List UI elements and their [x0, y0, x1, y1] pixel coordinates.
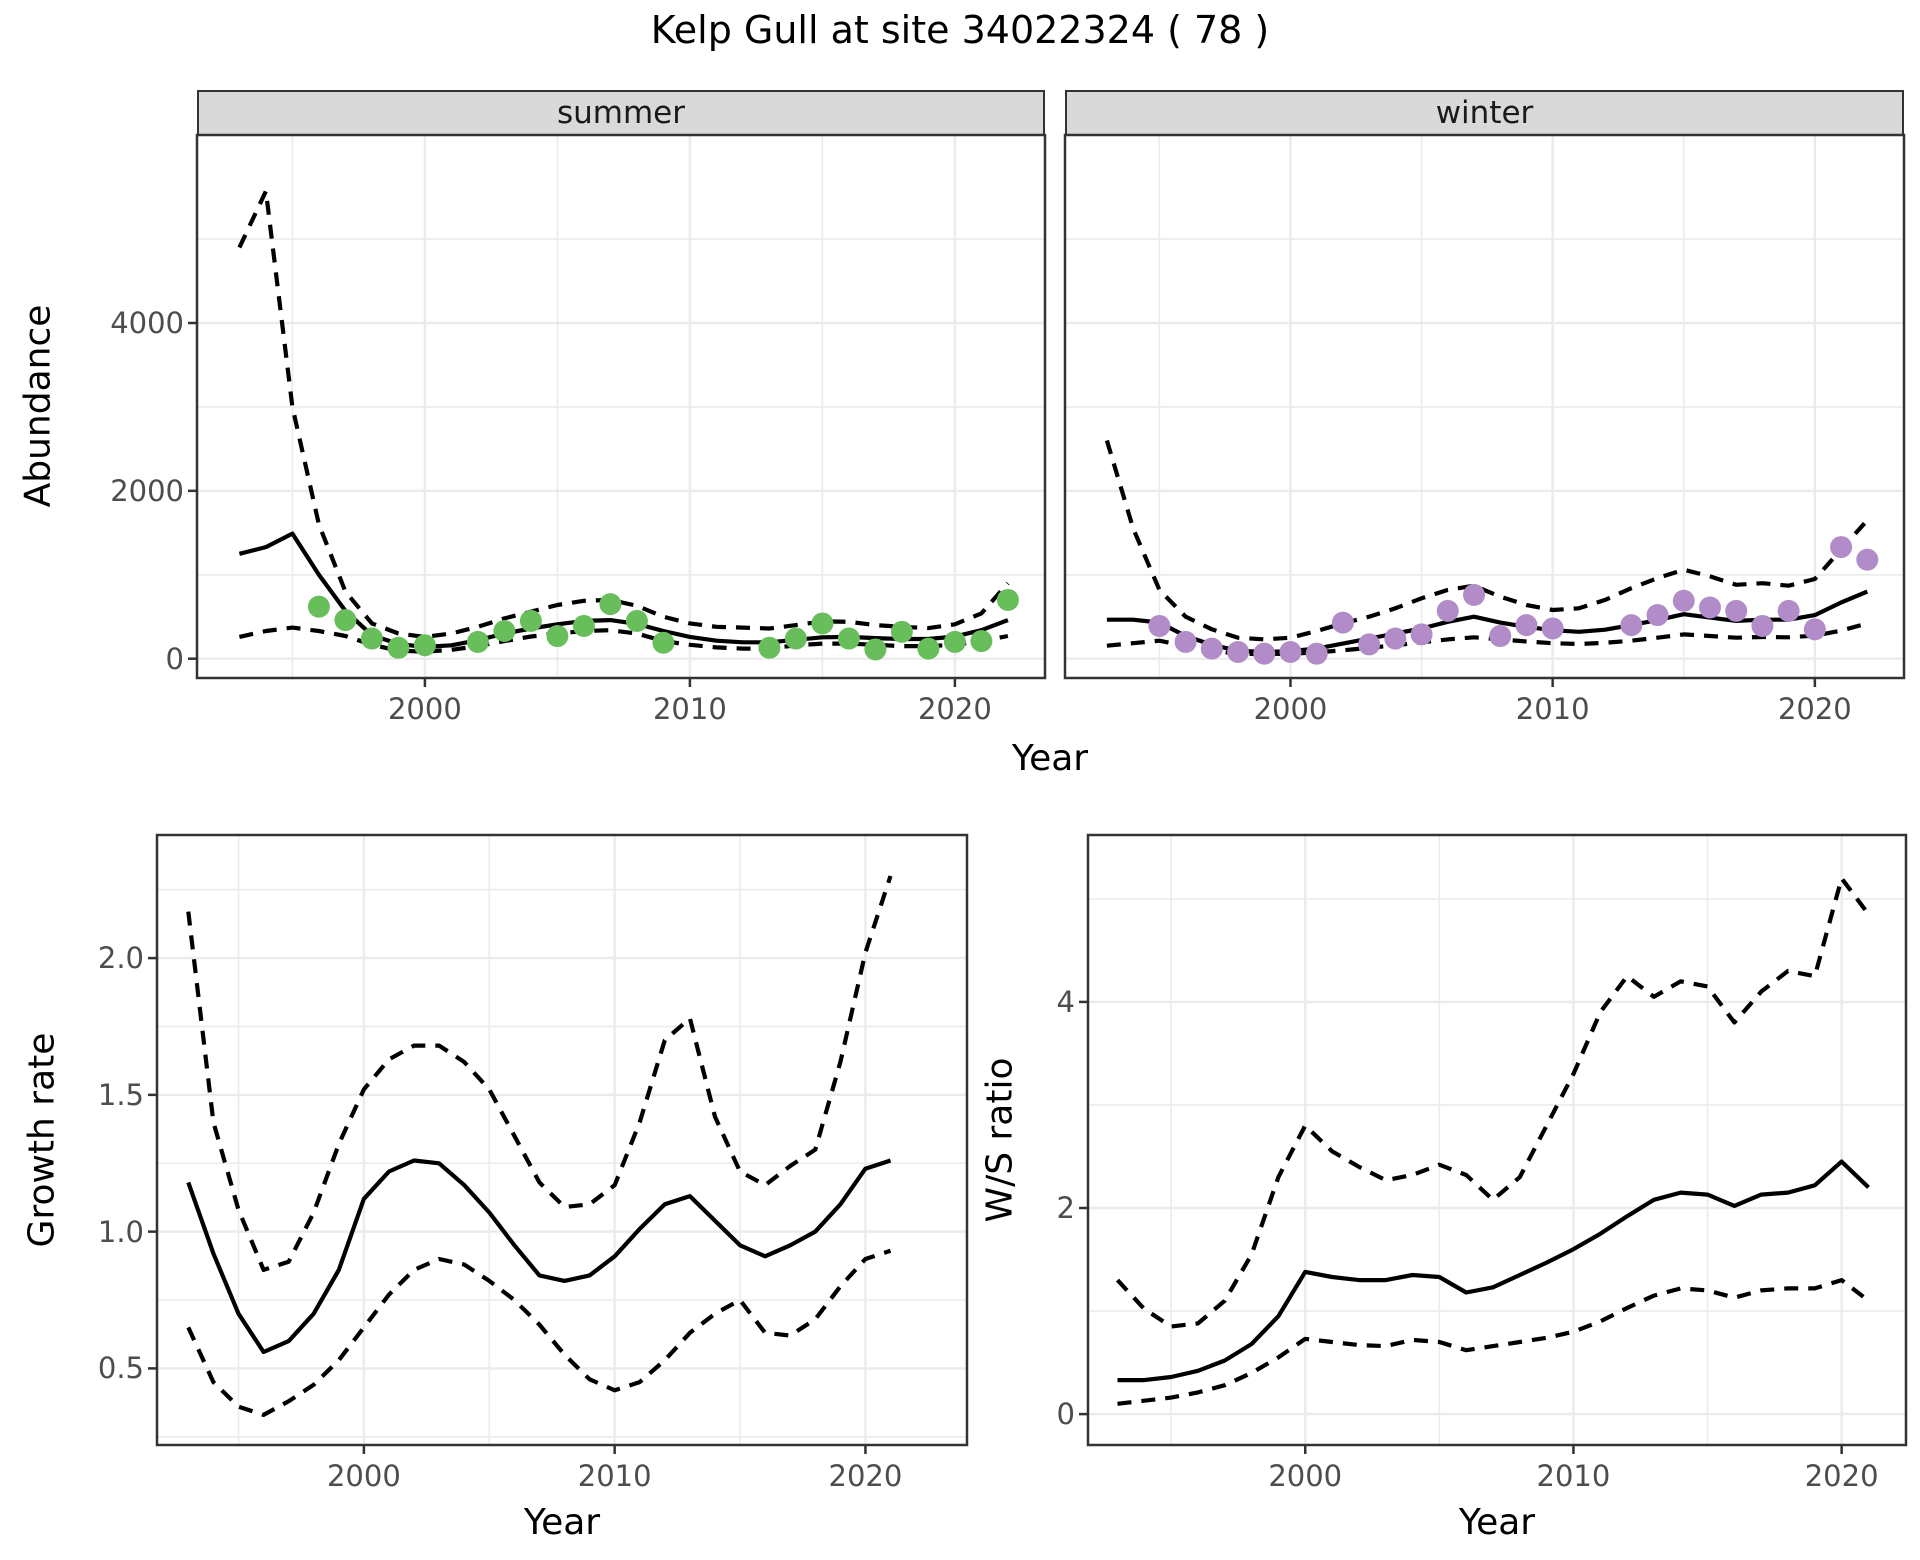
abundance_summer-observed-point	[493, 620, 516, 643]
ws_ratio-panel	[1079, 833, 1908, 1454]
figure-title: Kelp Gull at site 34022324 ( 78 )	[650, 8, 1270, 52]
abundance_summer-observed-point	[307, 595, 330, 618]
x-tick-label: 2000	[1253, 692, 1328, 726]
abundance_winter-observed-point	[1751, 614, 1774, 637]
abundance_summer-observed-point	[413, 634, 436, 657]
abundance_summer-observed-point	[943, 630, 966, 653]
abundance_summer-observed-point	[652, 631, 675, 654]
facet-strip-summer: summer	[197, 90, 1045, 136]
abundance_winter-observed-point	[1856, 548, 1879, 571]
x-tick-label: 2020	[1804, 1459, 1879, 1493]
abundance_winter-observed-point	[1358, 633, 1381, 656]
ws_ratio-border	[1086, 833, 1908, 1447]
abundance_winter-panel	[1063, 133, 1906, 687]
facet-strip-summer-label: summer	[556, 95, 685, 131]
year-axis-label-growth: Year	[523, 1502, 601, 1543]
abundance_winter-observed-point	[1253, 642, 1276, 665]
x-tick-label: 2020	[1777, 692, 1852, 726]
year-axis-label-top: Year	[1011, 738, 1089, 779]
abundance_winter-observed-point	[1305, 642, 1328, 665]
y-tick-label: 4000	[110, 305, 184, 340]
abundance_summer-observed-point	[811, 612, 834, 635]
abundance_winter-border	[1063, 133, 1906, 680]
abundance_winter-observed-point	[1331, 611, 1354, 634]
x-tick-label: 2000	[1268, 1459, 1343, 1493]
growth_rate-fit-line	[186, 1158, 892, 1355]
y-tick-label: 0	[1056, 1397, 1075, 1432]
abundance_winter-observed-point	[1200, 637, 1223, 660]
ws_ratio-fit-line	[1117, 1159, 1870, 1383]
growth_rate-panel	[148, 833, 969, 1454]
y-tick-label: 4	[1056, 984, 1075, 1019]
abundance_summer-observed-point	[387, 636, 410, 659]
abundance_summer-observed-point	[890, 620, 913, 643]
abundance_summer-panel	[188, 133, 1047, 687]
abundance_summer-observed-point	[360, 627, 383, 650]
abundance_summer-observed-point	[572, 614, 595, 637]
x-tick-label: 2000	[387, 692, 462, 726]
y-tick-label: 0.5	[97, 1351, 144, 1386]
abundance_winter-observed-point	[1830, 536, 1853, 559]
abundance_winter-observed-point	[1698, 596, 1721, 619]
year-axis-label-ws: Year	[1458, 1502, 1536, 1543]
abundance_winter-observed-point	[1410, 623, 1433, 646]
y-tick-label: 0	[165, 641, 184, 676]
y-tick-label: 2000	[110, 473, 184, 508]
abundance_summer-observed-point	[599, 593, 622, 616]
facet-strip-winter-label: winter	[1435, 95, 1534, 131]
abundance_winter-observed-point	[1646, 604, 1669, 627]
y-tick-label: 1.5	[97, 1077, 144, 1112]
abundance_summer-observed-point	[625, 609, 648, 632]
y-tick-label: 2	[1056, 1191, 1075, 1225]
abundance_summer-border	[195, 133, 1047, 680]
abundance_summer-observed-point	[970, 630, 993, 653]
abundance-axis-label: Abundance	[17, 304, 59, 508]
abundance_winter-observed-point	[1279, 640, 1302, 663]
abundance_winter-observed-point	[1227, 640, 1250, 663]
abundance_winter-observed-point	[1148, 614, 1171, 637]
x-tick-label: 2010	[1536, 1459, 1611, 1493]
x-tick-label: 2000	[326, 1459, 401, 1493]
x-tick-label: 2020	[828, 1459, 903, 1493]
abundance_summer-observed-point	[917, 637, 940, 660]
ws_ratio-ci_upper-line	[1115, 876, 1871, 1329]
abundance_summer-observed-point	[996, 588, 1019, 611]
abundance_summer-observed-point	[837, 627, 860, 650]
abundance_winter-observed-point	[1515, 614, 1538, 637]
abundance_winter-ci_upper-line	[1104, 439, 1869, 642]
y-tick-label: 1.0	[97, 1214, 144, 1249]
abundance_winter-observed-point	[1803, 618, 1826, 641]
ws_ratio-ci_lower-line	[1117, 1278, 1870, 1406]
abundance_summer-observed-point	[466, 630, 489, 653]
growth_rate-ci_upper-line	[186, 875, 893, 1272]
abundance_summer-observed-point	[758, 636, 781, 659]
y-tick-label: 2.0	[97, 941, 144, 976]
abundance_winter-observed-point	[1489, 625, 1512, 648]
growth_rate-border	[155, 833, 969, 1447]
x-tick-label: 2020	[917, 692, 992, 726]
abundance_winter-observed-point	[1463, 583, 1486, 606]
abundance_winter-observed-point	[1384, 627, 1407, 650]
abundance_winter-observed-point	[1436, 599, 1459, 622]
abundance_winter-observed-point	[1620, 614, 1643, 637]
x-tick-label: 2010	[1515, 692, 1590, 726]
abundance_winter-observed-point	[1174, 630, 1197, 653]
abundance_summer-observed-point	[546, 625, 569, 648]
abundance_summer-observed-point	[334, 609, 357, 632]
abundance_summer-ci_upper-line	[237, 189, 1010, 639]
growth_rate-ci_lower-line	[186, 1248, 892, 1417]
abundance_summer-observed-point	[864, 638, 887, 661]
abundance_summer-observed-point	[519, 609, 542, 632]
abundance_winter-observed-point	[1725, 599, 1748, 622]
abundance_summer-observed-point	[784, 627, 807, 650]
abundance_winter-observed-point	[1672, 589, 1695, 612]
x-tick-label: 2010	[652, 692, 727, 726]
x-tick-label: 2010	[577, 1459, 652, 1493]
abundance_winter-observed-point	[1777, 599, 1800, 622]
abundance_winter-observed-point	[1541, 617, 1564, 640]
